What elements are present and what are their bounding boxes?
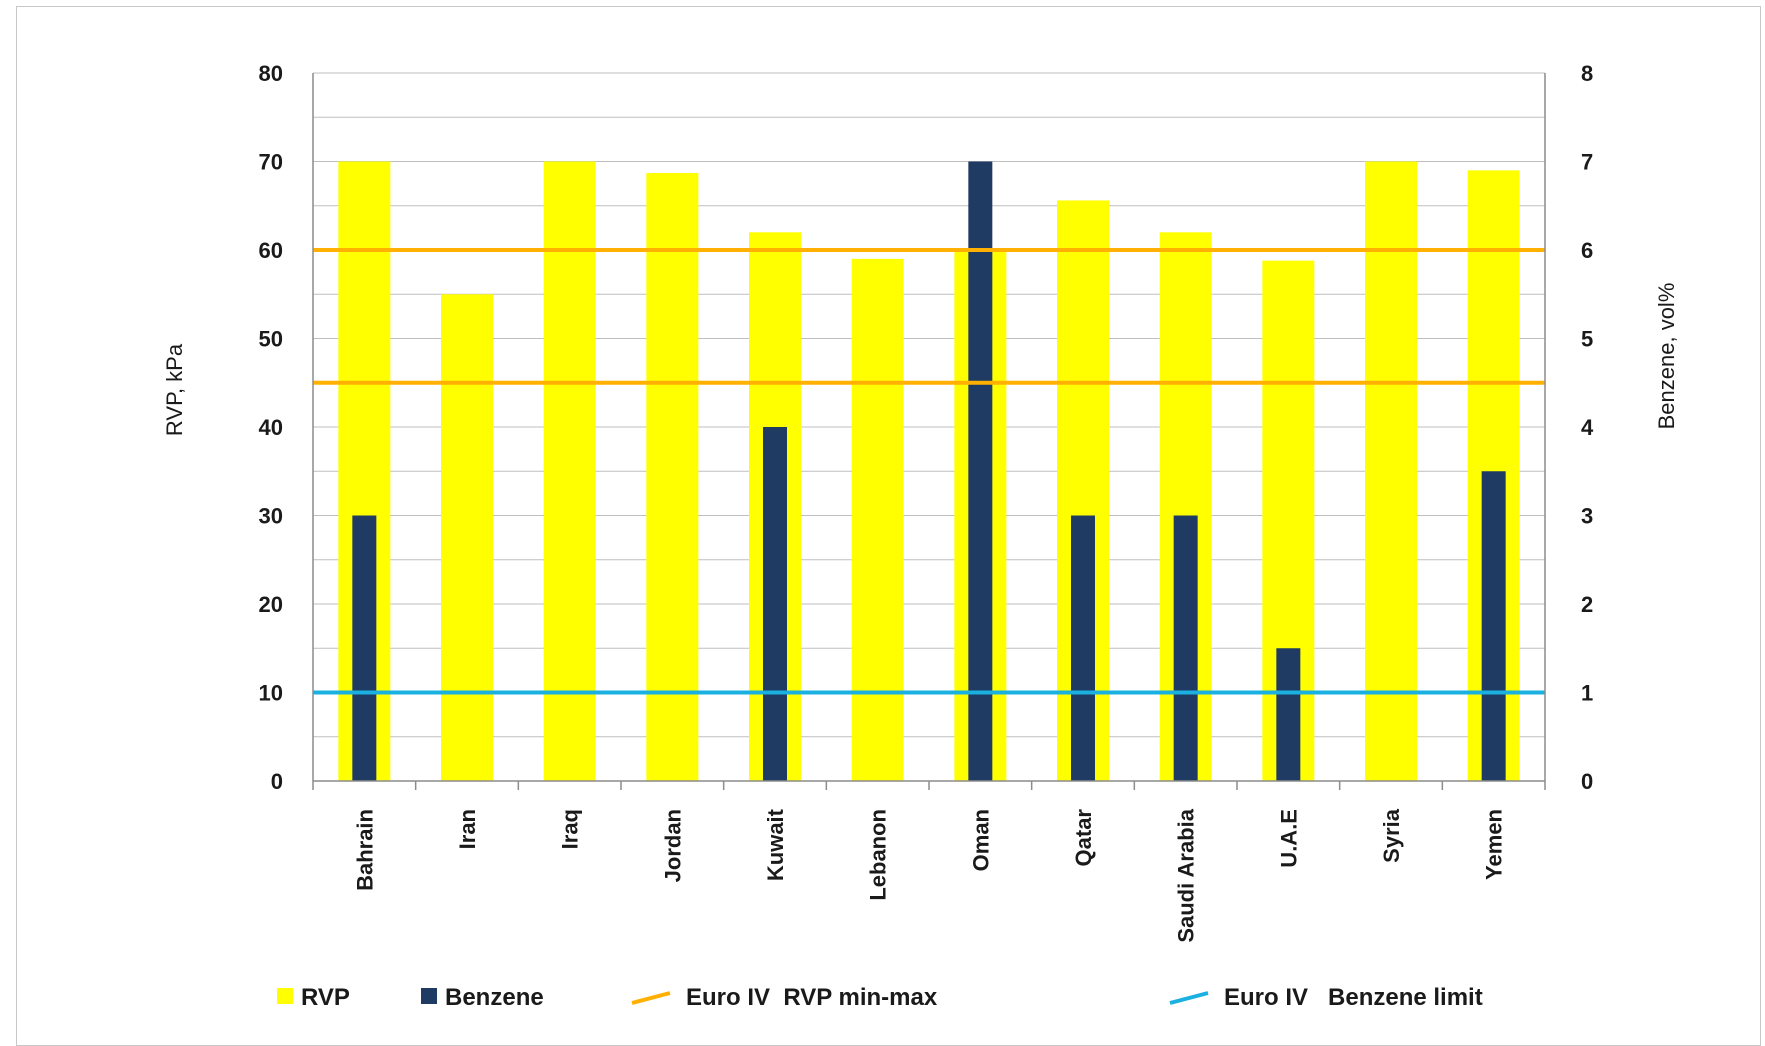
category-label: Kuwait <box>763 808 788 881</box>
category-label: Saudi Arabia <box>1174 808 1199 942</box>
right-axis-title: Benzene, vol% <box>1654 283 1679 430</box>
category-label: Oman <box>968 809 993 871</box>
benzene-bar <box>763 427 787 781</box>
right-tick-label: 7 <box>1581 150 1593 175</box>
left-tick-label: 50 <box>259 327 283 352</box>
rvp-bar <box>646 173 699 781</box>
right-tick-label: 8 <box>1581 61 1593 86</box>
left-tick-label: 60 <box>259 238 283 263</box>
benzene-bar <box>1481 471 1506 781</box>
right-tick-label: 0 <box>1581 769 1593 794</box>
category-label: Lebanon <box>866 809 891 901</box>
axes <box>312 73 1546 790</box>
chart: 0 10 20 30 40 50 60 70 80 0 1 2 3 4 5 6 7 8 Bahrain Iran I… <box>162 61 1679 1011</box>
left-tick-label: 40 <box>259 415 283 440</box>
left-tick-label: 20 <box>259 592 283 617</box>
category-label: Iraq <box>558 809 583 849</box>
left-tick-label: 70 <box>259 150 283 175</box>
category-label: U.A.E <box>1276 809 1301 868</box>
right-tick-label: 5 <box>1581 327 1593 352</box>
category-label: Iran <box>455 809 480 849</box>
rvp-bars <box>338 161 1520 782</box>
category-label: Syria <box>1379 808 1404 863</box>
right-axis-ticks: 0 1 2 3 4 5 6 7 8 <box>1581 61 1594 794</box>
category-label: Yemen <box>1482 809 1507 880</box>
benzene-bar <box>1276 648 1301 781</box>
benzene-bar <box>1173 515 1198 781</box>
rvp-bar <box>441 294 493 781</box>
category-label: Qatar <box>1071 809 1096 867</box>
benzene-bar <box>968 161 993 781</box>
rvp-bar <box>543 161 596 781</box>
left-axis-ticks: 0 10 20 30 40 50 60 70 80 <box>259 61 283 794</box>
right-tick-label: 3 <box>1581 504 1593 529</box>
legend-benzene-line-swatch <box>1169 991 1209 1005</box>
benzene-bar <box>1071 515 1095 781</box>
legend-benzene-line-label: Euro IV Benzene limit <box>1224 984 1483 1011</box>
legend-rvp-swatch <box>277 988 293 1004</box>
category-labels: Bahrain Iran Iraq Jordan Kuwait Lebanon Oman Qa… <box>352 808 1506 942</box>
left-tick-label: 10 <box>259 681 283 706</box>
legend-rvp-line-swatch <box>631 991 671 1005</box>
legend: RVP Benzene Euro IV RVP min-max Euro IV Ben… <box>277 984 1483 1011</box>
left-axis-title: RVP, kPa <box>162 343 187 436</box>
rvp-bar <box>1365 161 1417 781</box>
category-label: Jordan <box>660 809 685 882</box>
gridlines <box>313 72 1545 738</box>
legend-rvp-line-label: Euro IV RVP min-max <box>686 984 938 1011</box>
benzene-bars <box>352 161 1506 781</box>
left-tick-label: 30 <box>259 504 283 529</box>
legend-benzene-label: Benzene <box>445 984 544 1011</box>
right-tick-label: 2 <box>1581 592 1593 617</box>
category-label: Bahrain <box>352 809 377 891</box>
legend-rvp-label: RVP <box>301 984 350 1011</box>
reference-lines <box>313 248 1545 695</box>
legend-benzene-swatch <box>421 988 437 1004</box>
rvp-bar <box>851 258 904 782</box>
right-tick-label: 4 <box>1581 415 1594 440</box>
left-tick-label: 0 <box>271 769 283 794</box>
left-tick-label: 80 <box>259 61 283 86</box>
right-tick-label: 6 <box>1581 238 1593 263</box>
benzene-bar <box>352 515 377 781</box>
right-tick-label: 1 <box>1581 681 1593 706</box>
